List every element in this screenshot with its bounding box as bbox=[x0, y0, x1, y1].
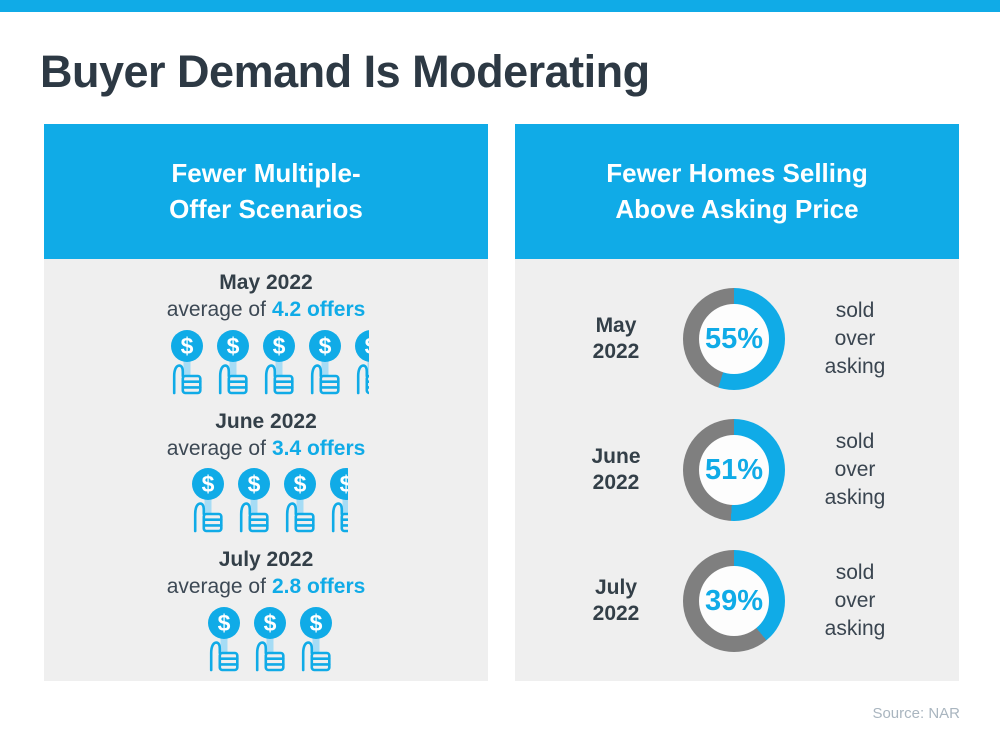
donut-month-line1: May bbox=[595, 313, 637, 337]
money-thumbs-up-icon: $ bbox=[231, 467, 277, 533]
caption-line: over bbox=[834, 589, 876, 613]
offer-average-prefix: average of bbox=[166, 436, 266, 460]
offers-panel-body: May 2022 average of 4.2 offers $ $ bbox=[44, 259, 488, 681]
money-thumbs-up-icon: $ bbox=[302, 329, 348, 395]
offer-average-prefix: average of bbox=[166, 575, 266, 599]
donut-center: 51% bbox=[699, 435, 769, 505]
caption-line: sold bbox=[835, 299, 875, 323]
money-thumbs-up-icon: $ bbox=[164, 329, 210, 395]
caption-line: asking bbox=[824, 485, 886, 509]
offers-panel: Fewer Multiple- Offer Scenarios May 2022… bbox=[44, 124, 488, 681]
svg-text:$: $ bbox=[339, 471, 347, 497]
donut-caption: sold over asking bbox=[809, 297, 901, 380]
money-thumbs-up-icon: $ bbox=[256, 329, 302, 395]
svg-text:$: $ bbox=[263, 610, 276, 636]
donut-caption: sold over asking bbox=[809, 559, 901, 642]
svg-text:$: $ bbox=[272, 333, 285, 359]
offer-average-value: 3.4 offers bbox=[271, 436, 366, 460]
donut-chart: 51% bbox=[683, 419, 785, 521]
panels-container: Fewer Multiple- Offer Scenarios May 2022… bbox=[44, 124, 959, 681]
offer-average-label: average of 4.2 offers bbox=[44, 296, 488, 323]
offer-row-july: July 2022 average of 2.8 offers $ $ bbox=[44, 546, 488, 672]
offer-icon-row: $ $ $ $ bbox=[44, 329, 488, 395]
money-thumbs-up-icon: $ bbox=[348, 329, 369, 395]
svg-text:$: $ bbox=[293, 471, 306, 497]
money-thumbs-up-icon: $ bbox=[210, 329, 256, 395]
offers-panel-header: Fewer Multiple- Offer Scenarios bbox=[44, 124, 488, 259]
money-thumbs-up-icon: $ bbox=[323, 467, 348, 533]
offer-month-label: July 2022 bbox=[218, 548, 314, 572]
donut-month-line2: 2022 bbox=[592, 602, 640, 625]
donut-month-label: May 2022 bbox=[573, 313, 659, 366]
money-thumbs-up-icon: $ bbox=[185, 467, 231, 533]
money-thumbs-up-icon: $ bbox=[201, 606, 247, 672]
donut-percent-label: 39% bbox=[704, 584, 764, 617]
offer-average-prefix: average of bbox=[166, 298, 266, 322]
donut-month-line1: July bbox=[594, 575, 638, 599]
offer-row-may: May 2022 average of 4.2 offers $ $ bbox=[44, 269, 488, 395]
svg-text:$: $ bbox=[318, 333, 331, 359]
asking-panel-header: Fewer Homes Selling Above Asking Price bbox=[515, 124, 959, 259]
donut-caption: sold over asking bbox=[809, 428, 901, 511]
asking-panel: Fewer Homes Selling Above Asking Price M… bbox=[515, 124, 959, 681]
donut-row-may: May 2022 55% sold over asking bbox=[515, 288, 959, 390]
caption-line: asking bbox=[824, 354, 886, 378]
svg-text:$: $ bbox=[201, 471, 214, 497]
caption-line: sold bbox=[835, 430, 875, 454]
offers-header-line2: Offer Scenarios bbox=[169, 193, 363, 224]
donut-chart: 55% bbox=[683, 288, 785, 390]
donut-month-label: July 2022 bbox=[573, 575, 659, 628]
svg-text:$: $ bbox=[247, 471, 260, 497]
page-title: Buyer Demand Is Moderating bbox=[40, 46, 650, 97]
donut-month-line1: June bbox=[591, 444, 641, 468]
offer-average-label: average of 3.4 offers bbox=[44, 435, 488, 462]
donut-month-label: June 2022 bbox=[573, 444, 659, 497]
svg-text:$: $ bbox=[226, 333, 239, 359]
caption-line: over bbox=[834, 458, 876, 482]
offer-month-label: June 2022 bbox=[215, 409, 317, 433]
offer-month-label: May 2022 bbox=[219, 271, 313, 294]
svg-text:$: $ bbox=[309, 610, 322, 636]
offer-average-label: average of 2.8 offers bbox=[44, 573, 488, 600]
offer-icon-row: $ $ $ $ bbox=[44, 467, 488, 533]
asking-header-line2: Above Asking Price bbox=[615, 193, 859, 224]
donut-row-july: July 2022 39% sold over asking bbox=[515, 550, 959, 652]
svg-text:$: $ bbox=[180, 333, 193, 359]
caption-line: asking bbox=[824, 616, 886, 640]
asking-panel-body: May 2022 55% sold over asking bbox=[515, 259, 959, 681]
donut-center: 55% bbox=[699, 304, 769, 374]
donut-month-line2: 2022 bbox=[592, 471, 640, 494]
donut-center: 39% bbox=[699, 566, 769, 636]
donut-percent-label: 51% bbox=[704, 453, 764, 486]
offer-average-value: 2.8 offers bbox=[271, 575, 366, 599]
donut-chart: 39% bbox=[683, 550, 785, 652]
source-credit: Source: NAR bbox=[872, 705, 960, 722]
donut-row-june: June 2022 51% sold over asking bbox=[515, 419, 959, 521]
caption-line: over bbox=[834, 327, 876, 351]
offer-icon-row: $ $ $ bbox=[44, 606, 488, 672]
donut-percent-label: 55% bbox=[704, 322, 764, 355]
asking-header-line1: Fewer Homes Selling bbox=[606, 158, 868, 189]
money-thumbs-up-icon: $ bbox=[293, 606, 332, 672]
top-accent-bar bbox=[0, 0, 1000, 12]
offer-row-june: June 2022 average of 3.4 offers $ $ bbox=[44, 408, 488, 534]
money-thumbs-up-icon: $ bbox=[277, 467, 323, 533]
offer-average-value: 4.2 offers bbox=[271, 298, 366, 322]
svg-text:$: $ bbox=[217, 610, 230, 636]
svg-text:$: $ bbox=[364, 333, 368, 359]
offers-header-line1: Fewer Multiple- bbox=[171, 158, 361, 189]
donut-month-line2: 2022 bbox=[592, 340, 640, 363]
caption-line: sold bbox=[835, 561, 875, 585]
money-thumbs-up-icon: $ bbox=[247, 606, 293, 672]
